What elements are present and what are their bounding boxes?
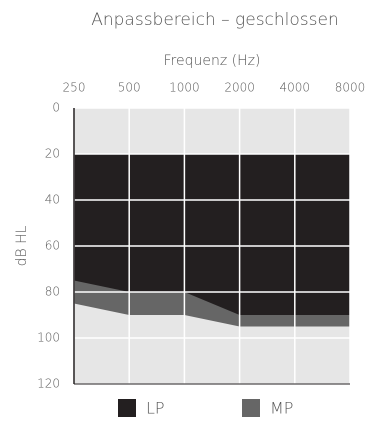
- legend-label: MP: [270, 399, 293, 418]
- x-tick-label: 4000: [280, 81, 311, 95]
- y-axis-label: dB HL: [14, 225, 30, 266]
- range-area: [74, 154, 350, 315]
- x-tick-label: 250: [63, 81, 86, 95]
- y-tick-label: 100: [37, 331, 60, 345]
- x-tick-label: 2000: [224, 81, 255, 95]
- x-tick-label: 500: [118, 81, 141, 95]
- chart-title: Anpassbereich – geschlossen: [91, 10, 339, 30]
- y-tick-label: 40: [45, 193, 60, 207]
- y-tick-label: 60: [45, 239, 60, 253]
- x-tick-label: 1000: [169, 81, 200, 95]
- x-tick-label: 8000: [335, 81, 366, 95]
- y-tick-label: 0: [52, 101, 60, 115]
- y-tick-label: 80: [45, 285, 60, 299]
- legend-swatch: [118, 399, 136, 417]
- legend-label: LP: [146, 399, 165, 418]
- x-axis-label: Frequenz (Hz): [164, 53, 261, 69]
- y-tick-label: 20: [45, 147, 60, 161]
- y-tick-label: 120: [37, 377, 60, 391]
- legend-swatch: [242, 399, 260, 417]
